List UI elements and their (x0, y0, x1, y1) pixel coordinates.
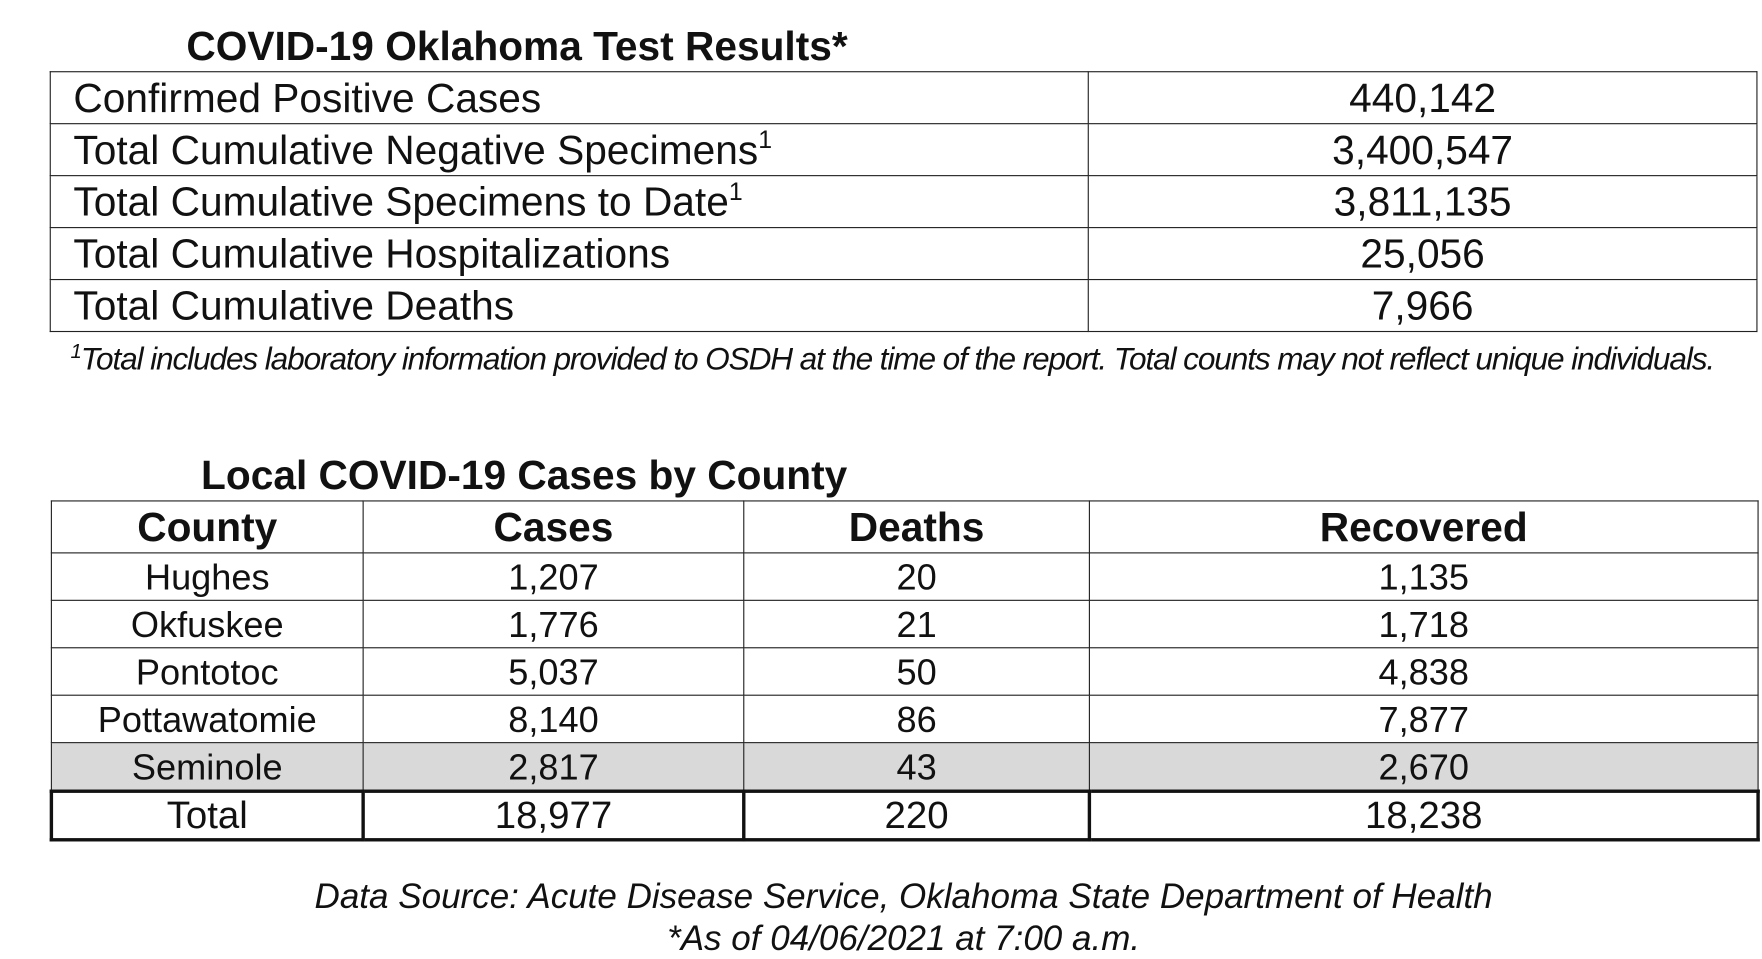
test-results-title: COVID-19 Oklahoma Test Results* (186, 22, 848, 69)
total-cell: 18,977 (361, 789, 746, 842)
as-of-line: *As of 04/06/2021 at 7:00 a.m. (667, 918, 1141, 958)
row-label-cell: Total Cumulative Negative Specimens1 (49, 123, 1089, 177)
total-cell: 18,238 (1087, 789, 1760, 842)
row-value: 7,966 (1087, 278, 1758, 333)
footnote-marker: 1 (70, 339, 82, 363)
table-row: Total Cumulative Hospitalizations 25,056 (49, 227, 1758, 281)
row-value: 440,142 (1087, 71, 1758, 125)
row-label-cell: Total Cumulative Specimens to Date1 (49, 175, 1089, 229)
column-header: County (50, 500, 364, 554)
cell: Seminole (50, 742, 364, 792)
footnote: 1Total includes laboratory information p… (56, 338, 1728, 380)
cell: 2,817 (362, 742, 745, 792)
table-row: Total Cumulative Deaths 7,966 (49, 278, 1758, 333)
column-header: Deaths (743, 500, 1090, 554)
cell: 1,718 (1088, 599, 1759, 649)
row-label-cell: Total Cumulative Deaths (49, 278, 1089, 333)
column-header: Recovered (1088, 500, 1759, 554)
footnote-marker: 1 (728, 176, 743, 206)
row-value: 25,056 (1087, 227, 1758, 281)
cell: Pottawatomie (50, 694, 364, 744)
cell: Hughes (50, 552, 364, 601)
cell: Okfuskee (50, 599, 364, 649)
county-title: Local COVID-19 Cases by County (201, 451, 848, 499)
cell: 43 (743, 742, 1090, 792)
cell: 86 (743, 694, 1090, 744)
cell: Pontotoc (50, 647, 364, 696)
row-label: Total Cumulative Negative Specimens (73, 125, 759, 173)
table-row: Confirmed Positive Cases 440,142 (49, 71, 1758, 125)
county-row: Okfuskee 1,776 21 1,718 (50, 599, 1759, 649)
total-cell: 220 (742, 789, 1092, 842)
row-label: Total Cumulative Hospitalizations (73, 229, 671, 277)
cell: 4,838 (1088, 647, 1759, 696)
cell: 2,670 (1088, 742, 1759, 792)
row-value: 3,400,547 (1087, 123, 1758, 177)
cell: 1,135 (1088, 552, 1759, 601)
county-row: Pontotoc 5,037 50 4,838 (50, 647, 1759, 696)
county-row: Seminole 2,817 43 2,670 (50, 742, 1759, 792)
column-header: Cases (362, 500, 745, 554)
table-row: Total Cumulative Specimens to Date1 3,811… (49, 175, 1758, 229)
county-row: Hughes 1,207 20 1,135 (50, 552, 1759, 601)
row-label: Total Cumulative Deaths (73, 281, 515, 329)
row-value: 3,811,135 (1087, 175, 1758, 229)
table-row: Total Cumulative Negative Specimens1 3,40… (49, 123, 1758, 177)
cell: 8,140 (362, 694, 745, 744)
cell: 1,776 (362, 599, 745, 649)
county-row: Pottawatomie 8,140 86 7,877 (50, 694, 1759, 744)
cell: 21 (743, 599, 1090, 649)
cell: 5,037 (362, 647, 745, 696)
cell: 50 (743, 647, 1090, 696)
cell: 7,877 (1088, 694, 1759, 744)
row-label-cell: Confirmed Positive Cases (49, 71, 1089, 125)
test-results-table: Confirmed Positive Cases 440,142 Total Cum… (49, 71, 1758, 333)
row-label: Confirmed Positive Cases (73, 73, 542, 121)
footnote-marker: 1 (758, 124, 773, 154)
total-cell: Total (49, 789, 365, 842)
header-row: County Cases Deaths Recovered (50, 500, 1759, 554)
cell: 1,207 (362, 552, 745, 601)
county-table: County Cases Deaths Recovered Hughes 1,207 20 1… (49, 500, 1760, 842)
row-label: Total Cumulative Specimens to Date (73, 177, 729, 225)
total-row: Total 18,977 220 18,238 (49, 789, 1760, 842)
cell: 20 (743, 552, 1090, 601)
row-label-cell: Total Cumulative Hospitalizations (49, 227, 1089, 281)
source-line: Data Source: Acute Disease Service, Okla… (314, 876, 1493, 917)
footnote-text: Total includes laboratory information pr… (80, 341, 1716, 377)
